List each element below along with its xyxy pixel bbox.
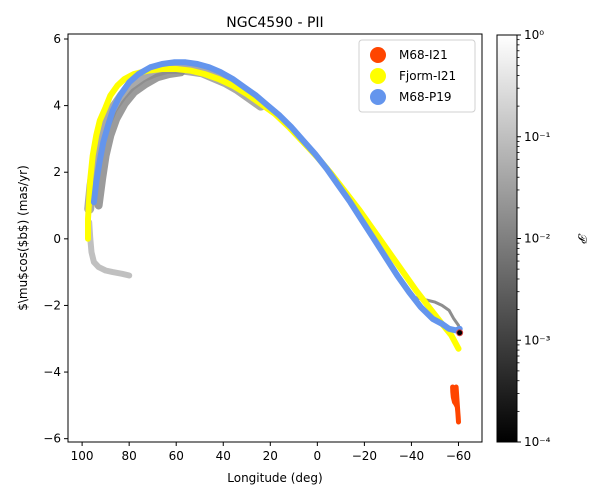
background-stream-inner bbox=[94, 68, 185, 210]
legend-label-fjorm-i21: Fjorm-I21 bbox=[399, 69, 456, 83]
y-tick-label: 4 bbox=[53, 99, 61, 113]
series-layer bbox=[85, 59, 463, 425]
x-tick-label: 0 bbox=[314, 449, 322, 463]
y-axis-label: $\mu$cos($b$) (mas/yr) bbox=[16, 165, 30, 311]
legend-box bbox=[358, 39, 476, 113]
y-axis-ticks: −6 −4 −2 0 2 4 6 bbox=[43, 32, 68, 446]
x-tick-label: −40 bbox=[399, 449, 424, 463]
x-tick-label: −20 bbox=[352, 449, 377, 463]
plot-frame bbox=[67, 33, 483, 443]
y-tick-label: 6 bbox=[53, 32, 61, 46]
legend-marker-m68-p19 bbox=[370, 89, 386, 105]
x-tick-label: −60 bbox=[446, 449, 471, 463]
y-tick-label: 0 bbox=[53, 232, 61, 246]
series-m68-i21 bbox=[450, 384, 461, 425]
progenitor-layer bbox=[456, 329, 464, 337]
legend: M68-I21 Fjorm-I21 M68-P19 bbox=[358, 39, 476, 113]
colorbar-tick-label: 10⁻³ bbox=[524, 333, 551, 347]
background-stream-lower-tail bbox=[86, 219, 133, 279]
colorbar-tick-label: 10⁰ bbox=[524, 28, 544, 42]
progenitor-marker bbox=[456, 329, 464, 337]
colorbar-ticks: 10⁻⁴ 10⁻³ 10⁻² 10⁻¹ 10⁰ bbox=[517, 28, 551, 449]
colorbar-tick-label: 10⁻¹ bbox=[524, 130, 551, 144]
colorbar-gradient bbox=[496, 34, 518, 443]
y-tick-label: 2 bbox=[53, 165, 61, 179]
x-tick-label: 40 bbox=[216, 449, 231, 463]
series-fjorm-i21 bbox=[85, 66, 462, 352]
series-m68-p19 bbox=[90, 59, 463, 334]
colorbar: 10⁻⁴ 10⁻³ 10⁻² 10⁻¹ 10⁰ 𝒫 bbox=[496, 28, 589, 449]
colorbar-tick-label: 10⁻² bbox=[524, 232, 551, 246]
x-tick-label: 20 bbox=[263, 449, 278, 463]
y-tick-label: −6 bbox=[43, 432, 61, 446]
legend-marker-fjorm-i21 bbox=[370, 68, 386, 84]
y-tick-label: −4 bbox=[43, 365, 61, 379]
chart-title: NGC4590 - PII bbox=[226, 15, 323, 31]
colorbar-tick-label: 10⁻⁴ bbox=[524, 435, 551, 449]
legend-label-m68-i21: M68-I21 bbox=[399, 48, 448, 62]
x-axis-ticks: 100 80 60 40 20 0 −20 −40 −60 bbox=[71, 442, 471, 463]
x-tick-label: 80 bbox=[122, 449, 137, 463]
legend-label-m68-p19: M68-P19 bbox=[399, 90, 451, 104]
x-tick-label: 100 bbox=[71, 449, 94, 463]
colorbar-label: 𝒫 bbox=[575, 234, 589, 244]
legend-marker-m68-i21 bbox=[370, 47, 386, 63]
plot-area bbox=[67, 33, 483, 443]
y-tick-label: −2 bbox=[43, 298, 61, 312]
x-axis-label: Longitude (deg) bbox=[227, 471, 322, 485]
x-tick-label: 60 bbox=[169, 449, 184, 463]
